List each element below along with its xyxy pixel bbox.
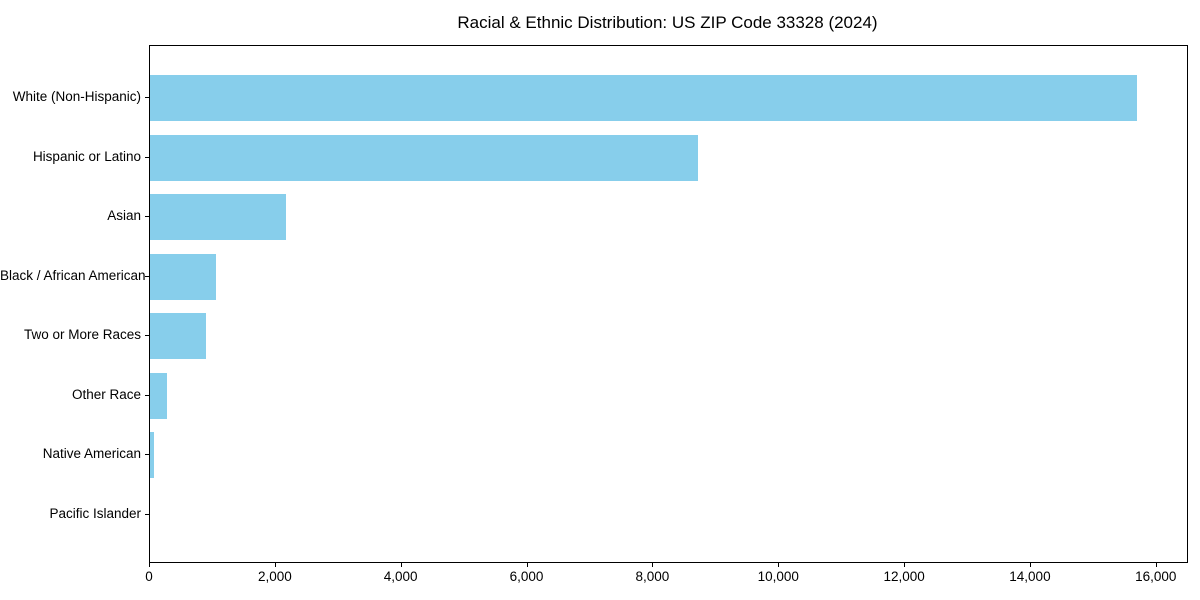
x-tick-mark (400, 563, 402, 567)
x-tick-mark (1029, 563, 1031, 567)
bar-native-american (150, 432, 155, 478)
x-tick-mark (652, 563, 654, 567)
y-tick-mark (145, 513, 149, 515)
x-tick-mark (1155, 563, 1157, 567)
x-tick-mark (904, 563, 906, 567)
bar-two-or-more-races (150, 313, 206, 359)
y-tick-label: Native American (42, 446, 141, 461)
y-tick-mark (145, 335, 149, 336)
y-tick-label: Black / African American (0, 267, 146, 283)
y-tick-label: White (Non-Hispanic) (12, 89, 141, 104)
plot-area (149, 45, 1188, 563)
bar-white-non-hispanic (150, 75, 1137, 121)
bar-other-race (150, 372, 167, 419)
x-tick-mark (274, 563, 276, 567)
y-tick-label: Pacific Islander (49, 505, 141, 521)
x-tick-mark (149, 563, 150, 567)
x-tick-label: 2,000 (257, 569, 292, 584)
x-tick-label: 0 (145, 569, 153, 584)
x-tick-label: 8,000 (635, 569, 670, 584)
x-tick-mark (526, 563, 528, 567)
bar-black-african-american (150, 253, 217, 300)
bar-asian (150, 194, 286, 240)
y-tick-mark (145, 454, 149, 455)
x-tick-label: 14,000 (1009, 569, 1051, 584)
y-tick-label: Asian (107, 208, 141, 223)
x-tick-label: 6,000 (509, 569, 544, 584)
y-tick-label: Other Race (71, 386, 141, 402)
y-tick-mark (145, 216, 149, 217)
x-tick-label: 12,000 (883, 569, 925, 584)
x-tick-label: 16,000 (1135, 569, 1177, 584)
chart-title: Racial & Ethnic Distribution: US ZIP Cod… (457, 13, 878, 32)
bar-hispanic-or-latino (150, 134, 699, 181)
x-tick-label: 4,000 (383, 569, 418, 584)
y-tick-label: Hispanic or Latino (32, 148, 141, 164)
x-tick-mark (778, 563, 780, 567)
y-tick-label: Two or More Races (23, 327, 141, 342)
y-tick-mark (145, 97, 149, 98)
x-tick-label: 10,000 (757, 569, 799, 584)
y-tick-mark (145, 275, 149, 277)
y-tick-mark (145, 394, 149, 396)
y-tick-mark (145, 156, 149, 158)
